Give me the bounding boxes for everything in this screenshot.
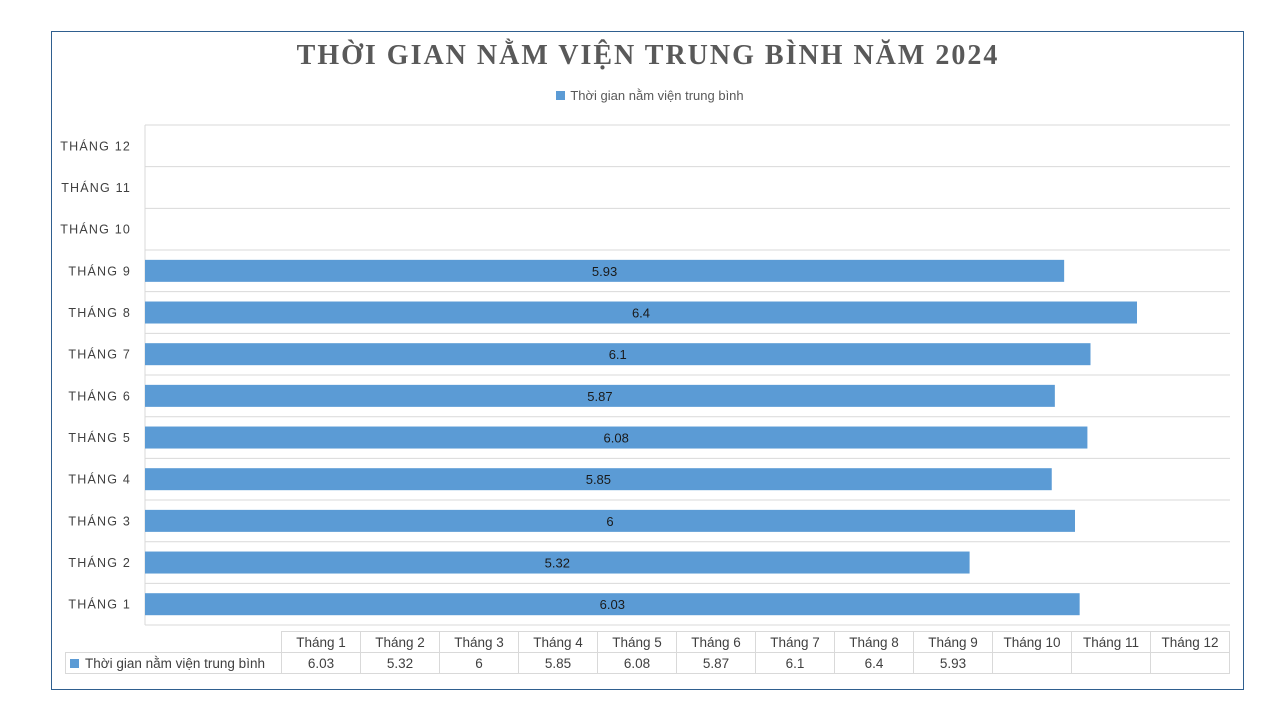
data-table-header-cell: Tháng 11: [1071, 631, 1151, 653]
legend: Thời gian nằm viện trung bình: [0, 88, 1280, 103]
data-table-header-cell: Tháng 10: [992, 631, 1072, 653]
data-table-header-cell: Tháng 8: [834, 631, 914, 653]
data-table-header-cell: Tháng 7: [755, 631, 835, 653]
data-table-value-cell: 5.87: [676, 652, 756, 674]
data-table-header-cell: Tháng 5: [597, 631, 677, 653]
data-table-value-cell: 6: [439, 652, 519, 674]
data-label: 6.1: [609, 347, 627, 362]
data-table-swatch: [70, 658, 79, 668]
category-label: THÁNG 12: [60, 138, 131, 153]
data-table-value-cell: 6.4: [834, 652, 914, 674]
data-label: 6.03: [600, 597, 625, 612]
data-label: 5.32: [545, 556, 570, 571]
data-table-header-cell: Tháng 12: [1150, 631, 1230, 653]
data-table-value-cell: 6.03: [281, 652, 361, 674]
data-table-header-row: Tháng 1 Tháng 2 Tháng 3 Tháng 4 Tháng 5 Tháng…: [66, 631, 1230, 653]
data-table: Tháng 1 Tháng 2 Tháng 3 Tháng 4 Tháng 5 Tháng…: [65, 631, 1230, 674]
data-label: 6: [606, 514, 613, 529]
bars: [145, 259, 1137, 616]
data-table-header-cell: Tháng 2: [360, 631, 440, 653]
category-label: THÁNG 6: [68, 388, 131, 403]
bar: [145, 343, 1091, 366]
category-label: THÁNG 1: [68, 597, 131, 612]
data-table-value-cell: 6.1: [755, 652, 835, 674]
data-labels: 6.03 5.32 6 5.85 6.08 5.87 6.1 6.4 5.93: [545, 264, 650, 612]
legend-swatch: [556, 91, 566, 100]
category-label: THÁNG 3: [68, 513, 131, 528]
category-label: THÁNG 5: [68, 430, 131, 445]
data-table-corner: [66, 632, 282, 653]
category-label: THÁNG 11: [61, 180, 131, 195]
data-label: 5.87: [587, 389, 612, 404]
bar: [145, 468, 1052, 491]
data-table-value-cell: 5.93: [913, 652, 993, 674]
category-label: THÁNG 8: [68, 305, 131, 320]
data-table-value-cell: [1071, 652, 1151, 674]
category-label: THÁNG 10: [60, 222, 131, 237]
bar: [145, 551, 970, 574]
data-label: 6.08: [604, 431, 629, 446]
data-table-header-cell: Tháng 4: [518, 631, 598, 653]
category-label: THÁNG 2: [68, 555, 131, 570]
data-table-value-cell: 5.85: [518, 652, 598, 674]
data-table-value-cell: 5.32: [360, 652, 440, 674]
bar: [145, 301, 1137, 324]
chart-title: THỜI GIAN NẰM VIỆN TRUNG BÌNH NĂM 2024: [296, 40, 1000, 71]
category-labels: THÁNG 1 THÁNG 2 THÁNG 3 THÁNG 4 THÁNG 5 THÁNG…: [60, 138, 131, 612]
bar: [145, 426, 1088, 449]
bar: [145, 259, 1065, 282]
bar: [145, 384, 1055, 407]
bar: [145, 593, 1080, 616]
gridlines: [144, 124, 1230, 626]
data-table-header-cell: Tháng 6: [676, 631, 756, 653]
data-label: 6.4: [632, 306, 650, 321]
data-table-series-cell: Thời gian nằm viện trung bình: [65, 652, 282, 674]
data-table-header-cell: Tháng 1: [281, 631, 361, 653]
data-label: 5.93: [592, 264, 617, 279]
data-label: 5.85: [586, 472, 611, 487]
data-table-series-name: Thời gian nằm viện trung bình: [85, 655, 265, 671]
bar: [145, 509, 1075, 532]
data-table-header-cell: Tháng 9: [913, 631, 993, 653]
category-label: THÁNG 7: [68, 347, 131, 362]
data-table-value-cell: 6.08: [597, 652, 677, 674]
category-label: THÁNG 9: [68, 263, 131, 278]
data-table-value-cell: [992, 652, 1072, 674]
legend-label: Thời gian nằm viện trung bình: [570, 88, 744, 103]
category-label: THÁNG 4: [68, 472, 131, 487]
data-table-value-cell: [1150, 652, 1230, 674]
data-table-header-cell: Tháng 3: [439, 631, 519, 653]
chart-frame: [51, 31, 1244, 690]
data-table-value-row: Thời gian nằm viện trung bình 6.03 5.32 6 5…: [65, 652, 1230, 674]
